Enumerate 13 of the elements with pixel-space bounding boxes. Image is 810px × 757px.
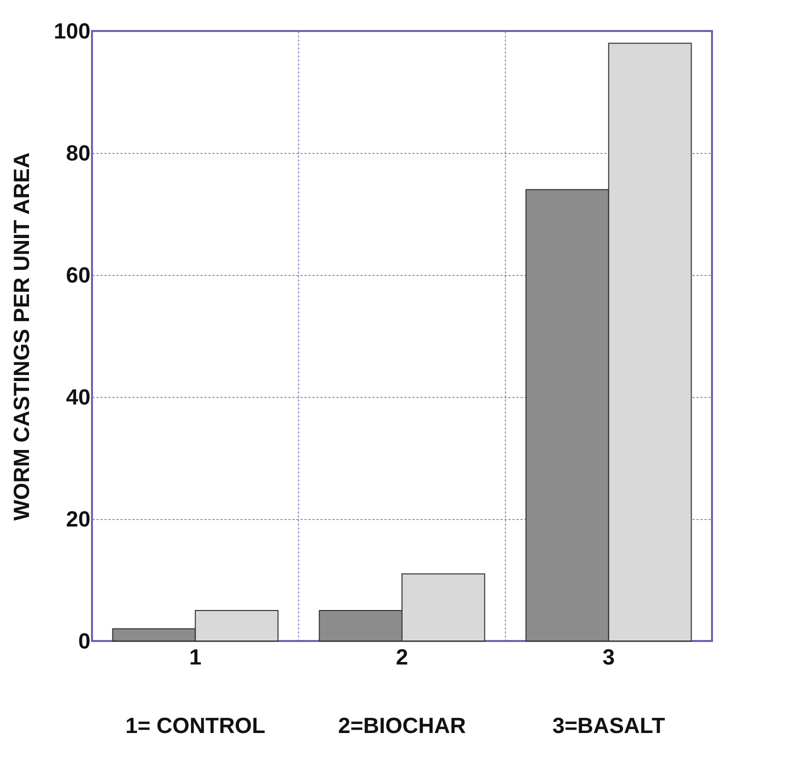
y-tick-label: 60 [66,262,90,288]
text: 1= CONTROL [125,713,266,738]
y-tick-label: 100 [54,18,90,44]
text: 3=BASALT [552,713,666,738]
y-tick-label: 0 [78,628,90,654]
y-axis-title: WORM CASTINGS PER UNIT AREA [8,152,34,521]
x-tick-label: 3 [602,644,615,670]
text: 2=BIOCHAR [338,713,466,738]
y-tick-label: 80 [66,140,90,166]
y-tick-label: 40 [66,384,90,410]
x-tick-label: 1 [189,644,202,670]
x-tick-label: 2 [396,644,408,670]
y-tick-label: 20 [66,506,90,532]
